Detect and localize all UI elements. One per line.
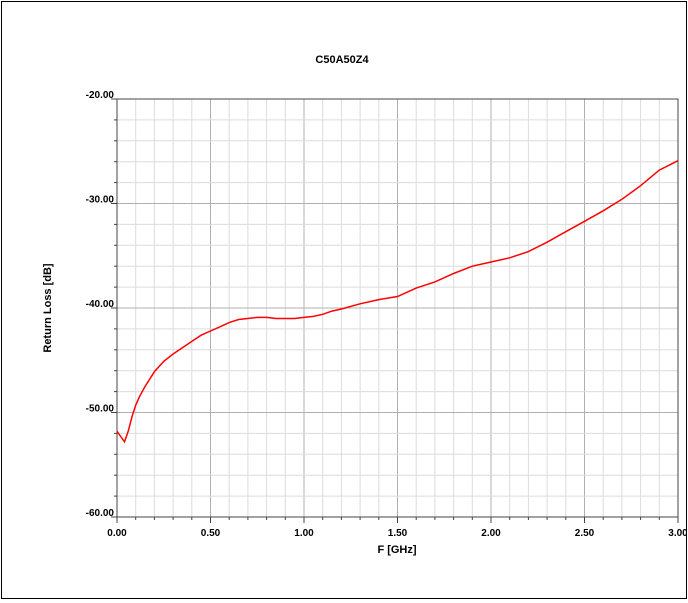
y-tick-label: -30.00 xyxy=(86,195,115,206)
x-tick-label: 0.00 xyxy=(107,528,127,539)
x-tick-label: 2.00 xyxy=(481,528,501,539)
y-tick-label: -50.00 xyxy=(86,404,115,415)
chart-title: C50A50Z4 xyxy=(315,54,369,66)
x-tick-label: 1.50 xyxy=(388,528,408,539)
x-axis-tick-labels: 0.00 0.50 1.00 1.50 2.00 2.50 3.00 xyxy=(107,528,688,539)
return-loss-series-line xyxy=(116,160,679,444)
x-axis-title: F [GHz] xyxy=(377,544,416,556)
y-tick-label: -40.00 xyxy=(86,299,115,310)
y-tick-label: -20.00 xyxy=(86,90,115,101)
axis-ticks xyxy=(111,98,679,523)
x-tick-label: 2.50 xyxy=(575,528,595,539)
y-axis-tick-labels: -20.00 -30.00 -40.00 -50.00 -60.00 xyxy=(86,90,115,519)
x-tick-label: 0.50 xyxy=(201,528,221,539)
grid xyxy=(116,98,679,518)
y-tick-label: -60.00 xyxy=(86,508,115,519)
x-tick-label: 3.00 xyxy=(668,528,686,539)
y-axis-title: Return Loss [dB] xyxy=(42,263,54,353)
x-tick-label: 1.00 xyxy=(294,528,314,539)
